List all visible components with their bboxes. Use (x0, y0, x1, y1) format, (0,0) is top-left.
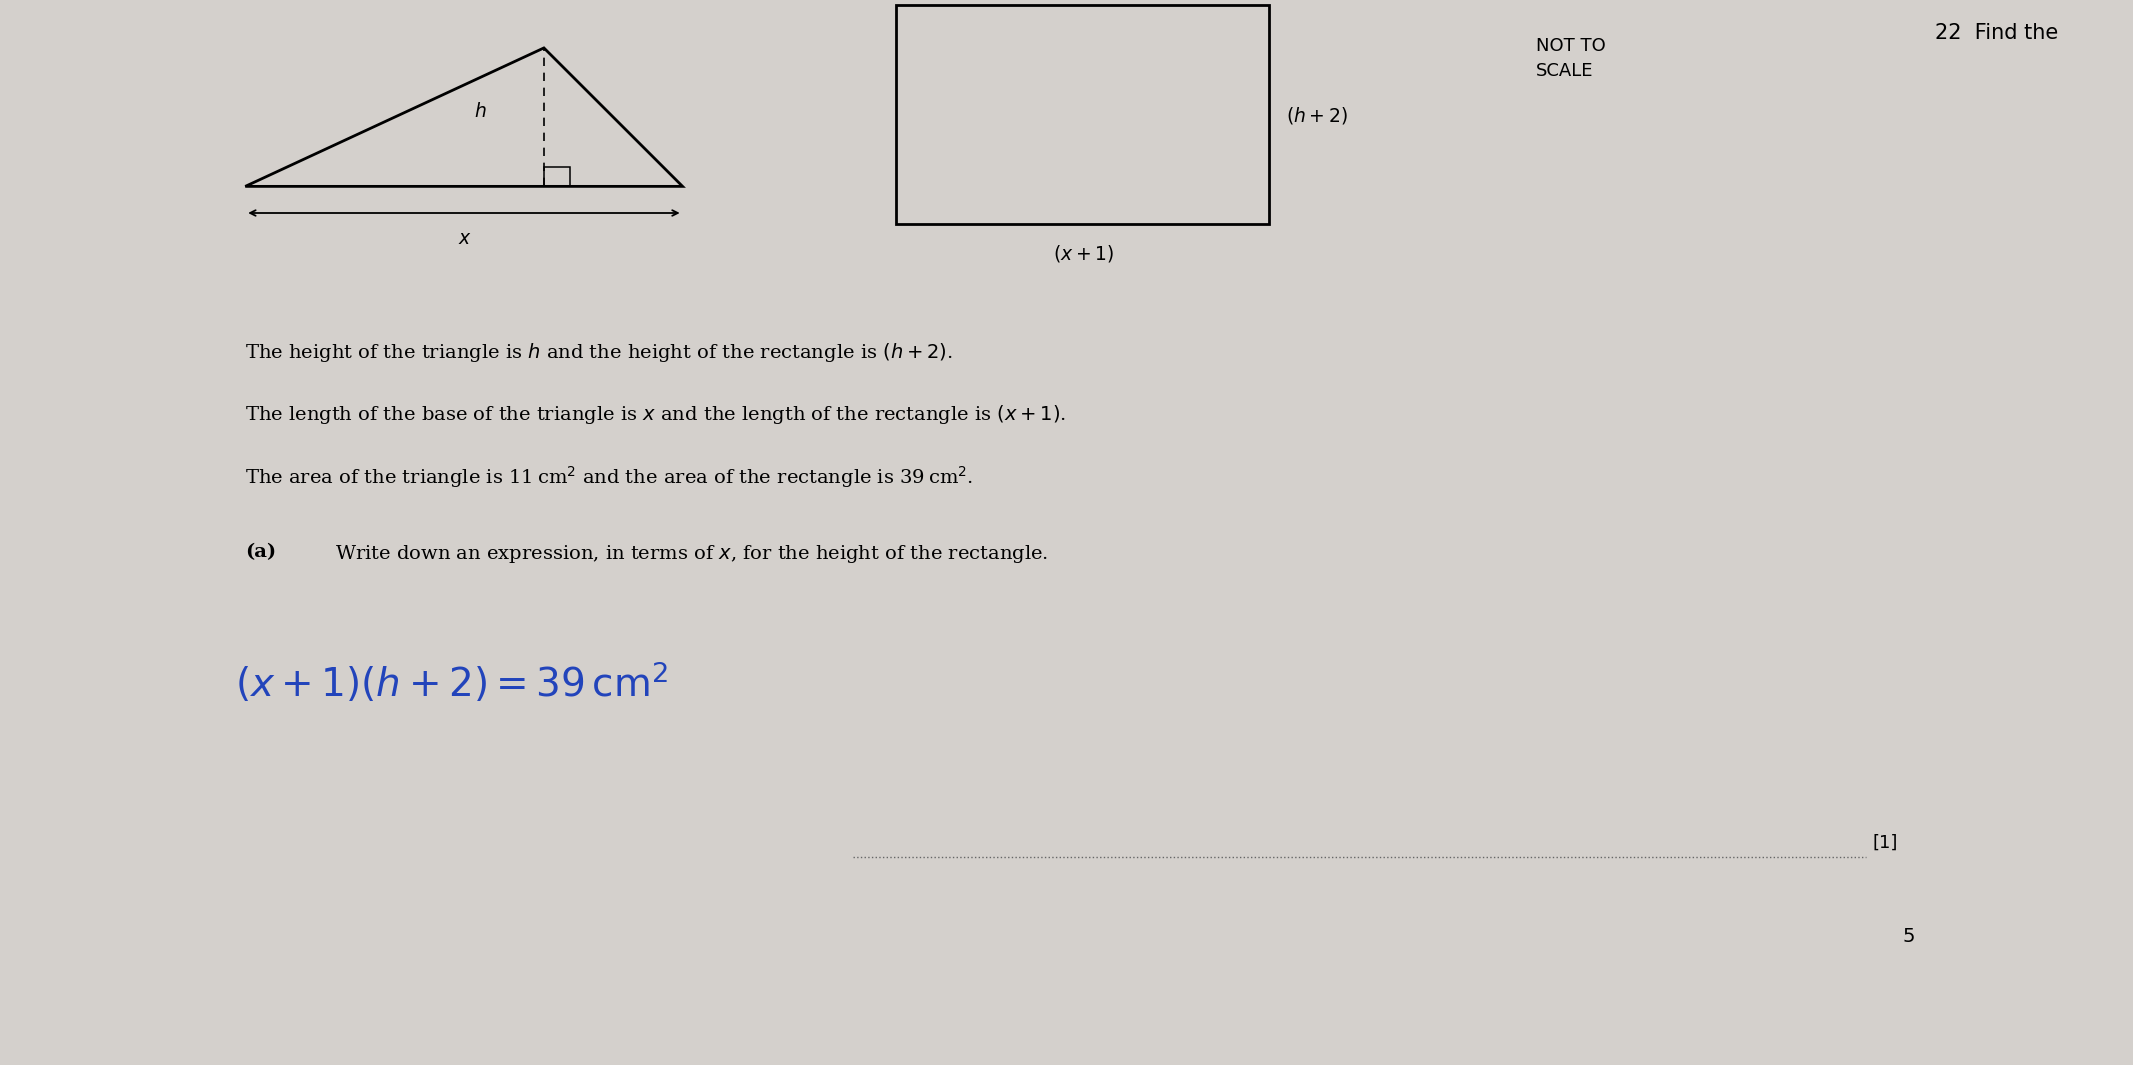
Text: The length of the base of the triangle is $x$ and the length of the rectangle is: The length of the base of the triangle i… (245, 403, 1066, 426)
Text: NOT TO
SCALE: NOT TO SCALE (1536, 37, 1606, 80)
Text: $x$: $x$ (459, 229, 471, 248)
Text: Write down an expression, in terms of $x$, for the height of the rectangle.: Write down an expression, in terms of $x… (335, 543, 1047, 566)
Text: $h$: $h$ (474, 102, 486, 121)
Text: $(x+1)$: $(x+1)$ (1054, 243, 1113, 264)
Text: The height of the triangle is $h$ and the height of the rectangle is $(h + 2)$.: The height of the triangle is $h$ and th… (245, 341, 953, 364)
Text: The area of the triangle is 11 cm$^2$ and the area of the rectangle is 39 cm$^2$: The area of the triangle is 11 cm$^2$ an… (245, 464, 973, 490)
Text: 22  Find the: 22 Find the (1935, 23, 2058, 44)
Text: 5: 5 (1903, 927, 1915, 946)
Text: $(h+2)$: $(h+2)$ (1286, 104, 1348, 126)
Text: $(x+1)(h+2)=39\,\mathrm{cm}^2$: $(x+1)(h+2)=39\,\mathrm{cm}^2$ (235, 660, 668, 705)
Text: (a): (a) (245, 543, 277, 561)
Text: [1]: [1] (1873, 834, 1898, 852)
Bar (896, 5, 1269, 224)
Bar (544, 167, 570, 186)
